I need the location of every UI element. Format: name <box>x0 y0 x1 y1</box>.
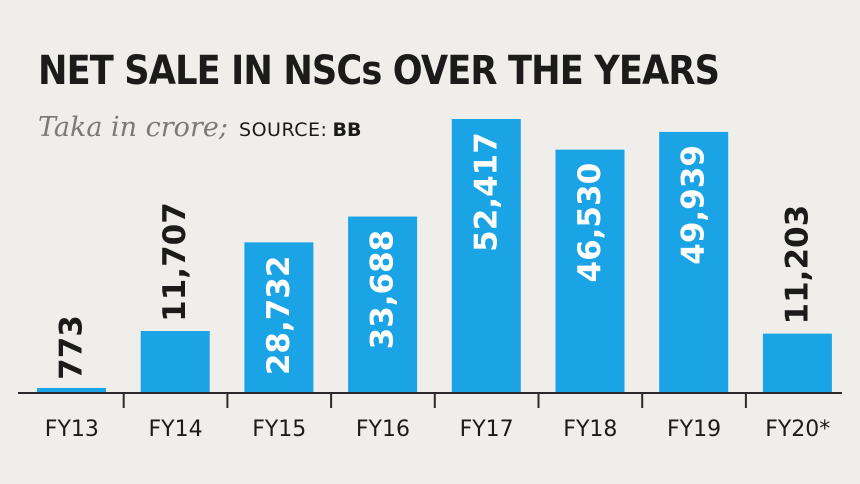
value-label-fy20: 11,203 <box>779 205 815 325</box>
x-tick-label-fy20: FY20* <box>765 417 830 442</box>
bar-fy19 <box>659 131 729 392</box>
bar-fy17 <box>451 119 521 392</box>
value-label-fy15: 28,732 <box>261 256 297 376</box>
value-label-fy19: 49,939 <box>676 145 712 265</box>
x-tick-label-fy18: FY18 <box>563 417 617 442</box>
value-label-fy13: 773 <box>54 315 90 380</box>
x-tick-label-fy14: FY14 <box>149 417 203 442</box>
x-tick-label-fy17: FY17 <box>460 417 514 442</box>
bar-fy18 <box>555 149 625 392</box>
bar-fy13 <box>37 387 106 392</box>
x-tick-label-fy13: FY13 <box>45 417 99 442</box>
source-value: BB <box>332 119 362 141</box>
chart-title: NET SALE IN NSCs OVER THE YEARS <box>38 48 720 94</box>
value-label-fy18: 46,530 <box>572 163 608 283</box>
value-label-fy14: 11,707 <box>157 202 193 322</box>
bar-fy15 <box>244 242 314 392</box>
chart-subtitle: Taka in crore; SOURCE: BB <box>38 112 361 143</box>
bar-fy14 <box>140 331 210 392</box>
value-label-fy17: 52,417 <box>468 132 504 252</box>
unit-label: Taka in crore; <box>38 112 228 143</box>
x-tick-label-fy15: FY15 <box>252 417 306 442</box>
source-label: SOURCE: <box>239 119 328 141</box>
x-tick-label-fy19: FY19 <box>667 417 721 442</box>
bar-fy16 <box>348 216 418 392</box>
value-label-fy16: 33,688 <box>365 230 401 350</box>
bar-fy20 <box>762 333 832 392</box>
x-tick-label-fy16: FY16 <box>356 417 410 442</box>
